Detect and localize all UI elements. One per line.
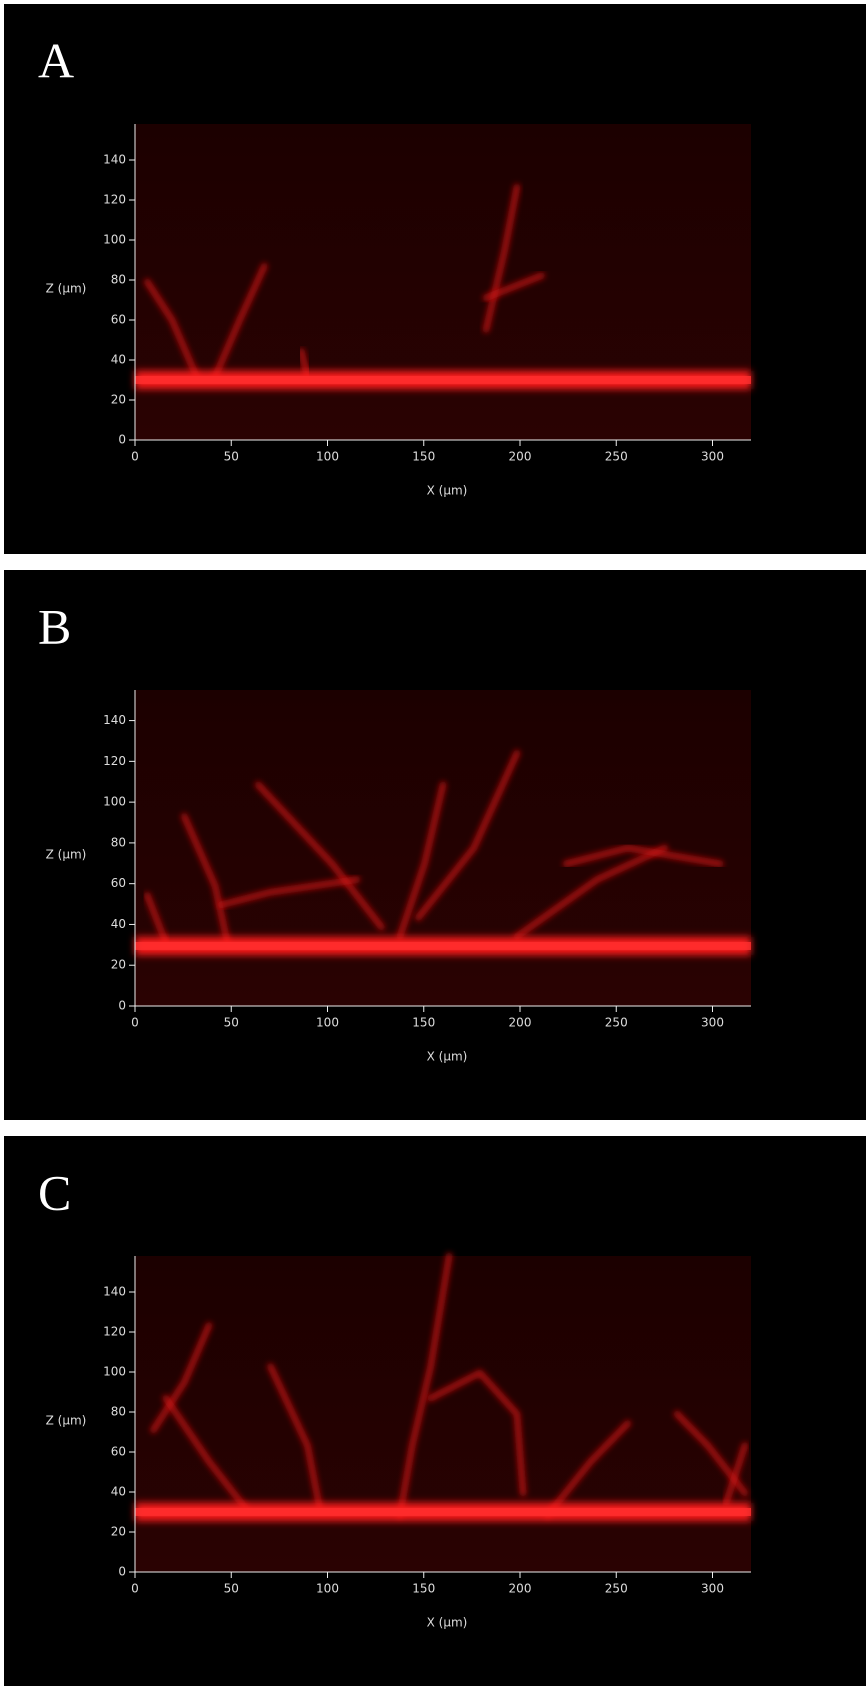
x-tick-label: 250 xyxy=(605,450,628,464)
y-tick-label: 80 xyxy=(111,273,126,287)
y-tick-label: 60 xyxy=(111,876,126,890)
microscopy-image xyxy=(135,690,751,1006)
y-tick-label: 80 xyxy=(111,1405,126,1419)
x-tick-label: 300 xyxy=(701,1582,724,1596)
surface-core xyxy=(135,375,751,384)
filament xyxy=(722,1442,749,1506)
y-tick-label: 100 xyxy=(103,233,126,247)
y-tick-label: 20 xyxy=(111,1525,126,1539)
x-tick-label: 150 xyxy=(412,450,435,464)
x-tick-label: 50 xyxy=(224,1016,239,1030)
microscopy-image xyxy=(135,1252,751,1572)
filament xyxy=(513,844,669,940)
filament xyxy=(396,1252,453,1519)
filament xyxy=(162,1394,250,1513)
x-tick-label: 150 xyxy=(412,1582,435,1596)
filament xyxy=(254,781,385,931)
x-axis-label: X (µm) xyxy=(427,1616,468,1630)
panel-label: A xyxy=(38,32,74,88)
x-tick-label: 250 xyxy=(605,1582,628,1596)
x-tick-label: 250 xyxy=(605,1016,628,1030)
y-tick-label: 40 xyxy=(111,917,126,931)
x-tick-label: 200 xyxy=(509,1582,532,1596)
filament xyxy=(143,278,201,381)
x-tick-label: 200 xyxy=(509,450,532,464)
y-tick-label: 100 xyxy=(103,1365,126,1379)
panel-label: B xyxy=(38,598,71,654)
filament xyxy=(180,812,231,947)
panel: B 0 20 40 60 80 100 120 140 0 50 100 150 200 250 300 X (… xyxy=(4,570,866,1120)
y-tick-label: 0 xyxy=(118,1565,126,1579)
y-axis-label: Z (µm) xyxy=(46,282,87,296)
y-tick-label: 140 xyxy=(103,153,126,167)
x-axis-label: X (µm) xyxy=(427,484,468,498)
y-tick-label: 120 xyxy=(103,754,126,768)
x-tick-label: 0 xyxy=(131,1582,139,1596)
x-tick-label: 50 xyxy=(224,450,239,464)
x-tick-label: 50 xyxy=(224,1582,239,1596)
x-tick-label: 300 xyxy=(701,450,724,464)
filament xyxy=(414,749,521,922)
filament xyxy=(427,1369,527,1497)
filament xyxy=(396,781,447,940)
image-background xyxy=(135,124,751,440)
x-tick-label: 100 xyxy=(316,1016,339,1030)
y-tick-label: 140 xyxy=(103,1285,126,1299)
panel-label: C xyxy=(38,1164,71,1220)
y-tick-label: 120 xyxy=(103,1325,126,1339)
x-tick-label: 0 xyxy=(131,1016,139,1030)
y-tick-label: 40 xyxy=(111,1485,126,1499)
filament xyxy=(267,1363,324,1513)
y-tick-label: 0 xyxy=(118,433,126,447)
x-tick-label: 0 xyxy=(131,450,139,464)
surface-core xyxy=(135,941,751,950)
x-axis-label: X (µm) xyxy=(427,1050,468,1064)
filament xyxy=(562,844,724,868)
panel: A 0 20 40 60 80 100 120 140 0 50 100 150 200 250 300 X (… xyxy=(4,4,866,554)
x-tick-label: 300 xyxy=(701,1016,724,1030)
filament xyxy=(149,1322,213,1434)
y-tick-label: 120 xyxy=(103,193,126,207)
surface-core xyxy=(135,1507,751,1516)
x-tick-label: 150 xyxy=(412,1016,435,1030)
y-tick-label: 20 xyxy=(111,958,126,972)
y-axis-label: Z (µm) xyxy=(46,1414,87,1428)
y-tick-label: 20 xyxy=(111,393,126,407)
y-axis-label: Z (µm) xyxy=(46,848,87,862)
panel: C 0 20 40 60 80 100 120 140 0 50 100 150 200 250 300 X (… xyxy=(4,1136,866,1686)
filament xyxy=(482,272,546,302)
x-tick-label: 100 xyxy=(316,450,339,464)
x-tick-label: 200 xyxy=(509,1016,532,1030)
y-tick-label: 80 xyxy=(111,835,126,849)
microscopy-image xyxy=(135,124,751,440)
x-tick-label: 100 xyxy=(316,1582,339,1596)
y-tick-label: 140 xyxy=(103,713,126,727)
filament xyxy=(217,876,361,909)
filament xyxy=(211,262,268,381)
y-tick-label: 0 xyxy=(118,999,126,1013)
y-tick-label: 60 xyxy=(111,313,126,327)
filament xyxy=(482,183,521,333)
filament xyxy=(544,1419,632,1519)
y-tick-label: 100 xyxy=(103,795,126,809)
y-tick-label: 60 xyxy=(111,1445,126,1459)
filament xyxy=(143,891,170,947)
y-tick-label: 40 xyxy=(111,353,126,367)
